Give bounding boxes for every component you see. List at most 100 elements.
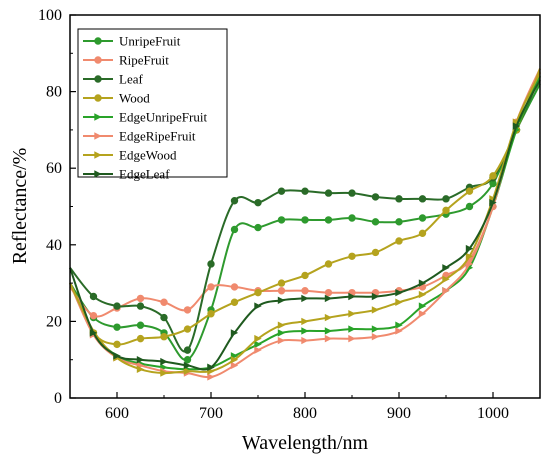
legend-items: UnripeFruit RipeFruit Leaf Wood EdgeUnripeFr… — [83, 34, 207, 182]
data-point — [160, 313, 168, 322]
legend-label: EdgeUnripeFruit — [119, 110, 207, 125]
legend-item-edge-unripe-fruit: EdgeUnripeFruit — [83, 110, 207, 125]
data-point — [207, 310, 215, 318]
data-point — [230, 283, 239, 291]
data-point — [230, 225, 239, 234]
data-point — [301, 317, 309, 326]
data-point — [113, 323, 121, 331]
data-point — [136, 334, 145, 343]
data-point — [254, 223, 262, 232]
data-point — [395, 237, 403, 245]
legend-label: EdgeRipeFruit — [119, 129, 196, 144]
legend-swatch-marker — [94, 75, 102, 83]
data-point — [442, 287, 450, 295]
legend-swatch-marker — [94, 132, 102, 140]
data-point — [371, 333, 380, 341]
x-tick-label: 1000 — [477, 405, 509, 422]
legend-swatch-marker — [94, 56, 102, 64]
series-leaf — [69, 75, 541, 354]
data-point — [160, 357, 168, 366]
data-point — [136, 302, 145, 310]
data-point — [277, 336, 286, 345]
data-point — [254, 302, 262, 310]
legend-label: EdgeWood — [119, 148, 177, 163]
y-axis-title: Reflectance/% — [9, 148, 31, 265]
data-point — [136, 294, 145, 303]
data-point — [160, 298, 168, 306]
data-point — [348, 334, 356, 343]
data-point — [371, 193, 380, 201]
series-edge-wood — [69, 72, 541, 377]
data-point — [512, 122, 521, 130]
data-point — [465, 260, 474, 268]
data-point — [301, 271, 309, 280]
data-point — [418, 195, 427, 203]
data-point — [324, 334, 333, 343]
data-point — [254, 340, 262, 349]
data-point — [160, 369, 168, 377]
data-point — [324, 216, 333, 224]
data-point — [160, 333, 168, 341]
data-point — [348, 214, 356, 222]
data-point — [230, 329, 239, 337]
data-point — [395, 288, 403, 297]
data-point — [418, 229, 427, 238]
data-point — [230, 361, 239, 370]
data-point — [465, 202, 474, 211]
legend-label: EdgeLeaf — [119, 167, 170, 182]
legend: UnripeFruit RipeFruit Leaf Wood EdgeUnripeFr… — [77, 28, 228, 182]
data-point — [324, 288, 333, 297]
data-point — [277, 287, 286, 295]
legend-item-edge-leaf: EdgeLeaf — [83, 167, 170, 182]
y-tick-label: 40 — [46, 237, 62, 254]
x-tick-label: 900 — [387, 405, 411, 422]
data-point — [254, 288, 262, 297]
data-point — [136, 356, 145, 364]
data-point — [277, 279, 286, 287]
legend-label: RipeFruit — [119, 53, 169, 68]
x-tick-label: 700 — [199, 405, 223, 422]
data-point — [301, 327, 309, 335]
axis-ticks: 600 700 800 900 1000 0 20 40 60 80 100 — [38, 7, 541, 422]
data-point — [183, 361, 192, 370]
data-point — [395, 298, 403, 306]
data-point — [207, 283, 215, 291]
legend-item-ripe-fruit: RipeFruit — [83, 53, 169, 68]
data-point — [207, 373, 215, 381]
data-point — [89, 329, 98, 337]
y-tick-label: 80 — [46, 84, 62, 101]
data-point — [348, 310, 356, 318]
legend-box — [77, 28, 228, 178]
data-point — [418, 290, 427, 299]
legend-item-edge-ripe-fruit: EdgeRipeFruit — [83, 129, 196, 144]
legend-item-unripe-fruit: UnripeFruit — [83, 34, 181, 49]
data-point — [89, 292, 98, 301]
data-point — [277, 216, 286, 224]
data-point — [301, 187, 309, 195]
data-point — [136, 365, 145, 373]
data-point — [277, 321, 286, 329]
data-point — [418, 214, 427, 222]
data-point — [465, 244, 474, 253]
legend-swatch-marker — [94, 37, 102, 45]
x-tick-label: 800 — [293, 405, 317, 422]
data-point — [348, 292, 356, 301]
data-point — [371, 292, 380, 301]
data-point — [324, 327, 333, 335]
data-point — [207, 260, 215, 268]
y-tick-label: 60 — [46, 160, 62, 177]
data-point — [277, 187, 286, 195]
data-point — [371, 218, 380, 226]
legend-label: Wood — [119, 91, 150, 106]
data-point — [442, 264, 450, 272]
data-point — [395, 321, 403, 329]
data-point — [301, 294, 309, 303]
data-point — [230, 356, 239, 364]
data-point — [277, 296, 286, 305]
data-point — [395, 327, 403, 335]
data-point — [348, 189, 356, 197]
data-point — [183, 306, 192, 314]
data-point — [418, 310, 427, 318]
data-point — [371, 325, 380, 333]
